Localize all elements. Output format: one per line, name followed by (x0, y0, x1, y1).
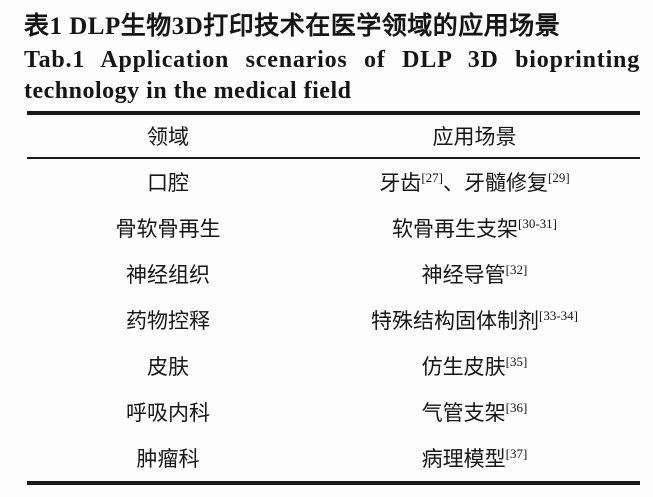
table-title-en-line2: technology in the medical field (24, 78, 352, 104)
field-cell: 肿瘤科 (136, 447, 200, 471)
header-field: 领域 (27, 113, 309, 159)
citation-ref: [29] (547, 170, 570, 185)
field-cell: 骨软骨再生 (115, 217, 221, 241)
table-row: 皮肤 仿生皮肤[35] (27, 343, 640, 389)
field-cell: 神经组织 (125, 263, 210, 287)
field-cell: 口腔 (146, 171, 189, 195)
scenario-cell: 牙齿[27]、牙髓修复[29] (379, 170, 570, 195)
table-title-en-line1: Tab.1 Application scenarios of DLP 3D bi… (24, 47, 640, 73)
citation-ref: [33-34] (538, 308, 578, 323)
scenario-cell: 仿生皮肤[35] (421, 354, 528, 379)
citation-ref: [30-31] (517, 216, 557, 231)
table-row: 肿瘤科 病理模型[37] (27, 435, 640, 483)
table-row: 药物控释 特殊结构固体制剂[33-34] (27, 297, 640, 343)
field-cell: 呼吸内科 (125, 401, 210, 425)
table-row: 呼吸内科 气管支架[36] (27, 389, 640, 435)
scenario-cell: 特殊结构固体制剂[33-34] (370, 308, 578, 333)
citation-ref: [37] (505, 446, 528, 461)
scenario-cell: 病理模型[37] (421, 446, 528, 471)
table-row: 骨软骨再生 软骨再生支架[30-31] (27, 205, 640, 251)
table-header-row: 领域 应用场景 (27, 113, 640, 159)
scenario-cell: 软骨再生支架[30-31] (391, 216, 557, 241)
scenario-cell: 神经导管[32] (421, 262, 528, 287)
citation-ref: [27] (421, 170, 443, 185)
citation-ref: [35] (505, 354, 528, 369)
field-cell: 皮肤 (146, 355, 189, 379)
table-title-zh: 表1 DLP生物3D打印技术在医学领域的应用场景 (24, 13, 561, 40)
header-scenario: 应用场景 (308, 113, 640, 159)
scenario-cell: 气管支架[36] (421, 400, 528, 425)
citation-ref: [32] (505, 262, 528, 277)
table-body: 口腔 牙齿[27]、牙髓修复[29] 骨软骨再生 软骨再生支架[30-31] 神… (27, 158, 640, 483)
application-scenarios-table: 领域 应用场景 口腔 牙齿[27]、牙髓修复[29] 骨软骨再生 软骨再生支架[… (27, 111, 640, 485)
table-row: 口腔 牙齿[27]、牙髓修复[29] (27, 158, 640, 205)
citation-ref: [36] (505, 400, 528, 415)
field-cell: 药物控释 (125, 309, 210, 333)
table-row: 神经组织 神经导管[32] (27, 251, 640, 297)
